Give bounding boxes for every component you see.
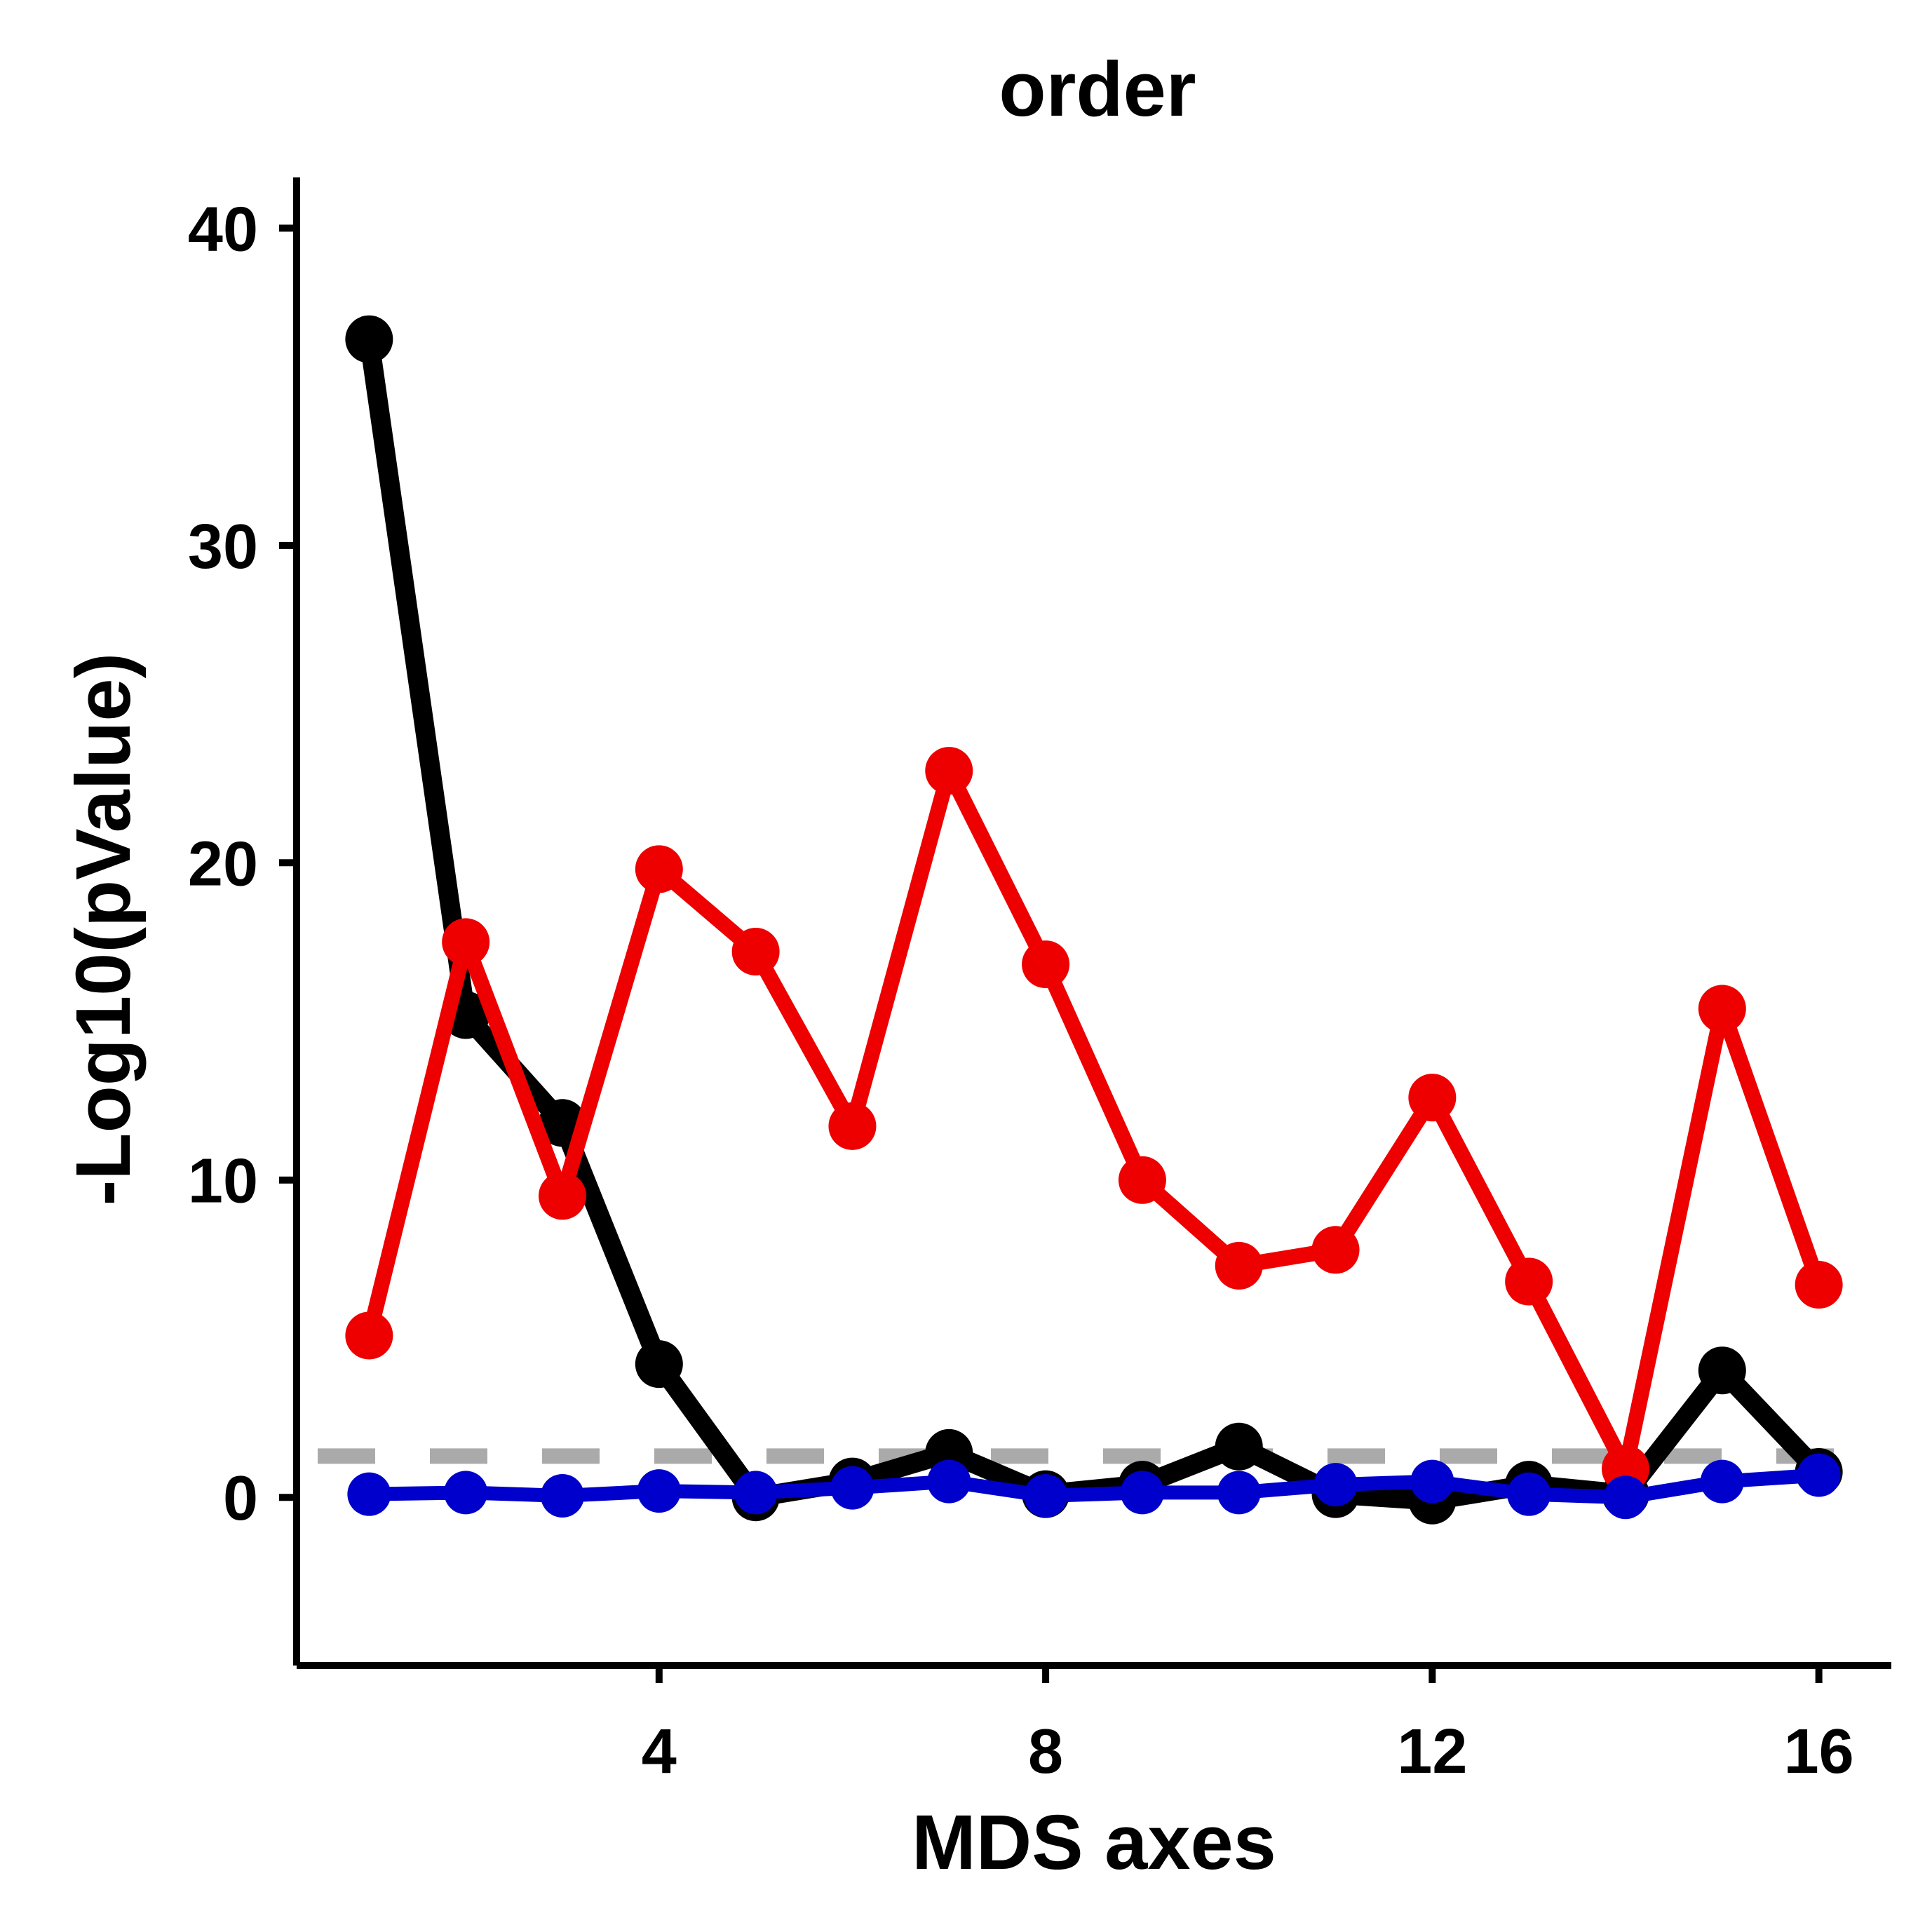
series-line: [359, 337, 1826, 1511]
data-point: [1604, 1475, 1647, 1520]
data-point: [347, 1472, 391, 1516]
data-point: [927, 1459, 971, 1504]
data-point: [442, 918, 490, 966]
x-tick-label: 4: [642, 1717, 677, 1787]
data-point: [1215, 1422, 1263, 1471]
data-point: [1118, 1156, 1166, 1204]
data-point: [1024, 1473, 1068, 1518]
data-point: [539, 1172, 586, 1220]
data-point: [1795, 1261, 1843, 1309]
data-point: [1698, 1346, 1746, 1395]
data-point: [635, 1340, 683, 1389]
data-point: [1022, 940, 1070, 989]
y-tick-label: 40: [188, 194, 258, 264]
data-point: [1797, 1453, 1841, 1497]
data-point: [345, 1311, 393, 1360]
data-point: [1120, 1471, 1164, 1515]
plot-area: [318, 315, 1887, 1525]
y-tick-label: 30: [188, 512, 258, 582]
data-point: [1217, 1471, 1261, 1515]
y-axis-ticks: 0 10 20 30 40: [188, 194, 297, 1534]
data-point: [731, 927, 780, 975]
data-point: [1700, 1459, 1744, 1504]
series-3: [347, 1453, 1841, 1520]
x-tick-label: 12: [1397, 1717, 1467, 1787]
y-tick-label: 20: [188, 829, 258, 899]
series-2: [345, 747, 1843, 1493]
data-point: [1505, 1257, 1553, 1306]
x-axis-ticks: 4 8 12 16: [642, 1666, 1854, 1787]
data-point: [925, 747, 973, 795]
data-point: [828, 1102, 877, 1150]
data-point: [1311, 1226, 1360, 1274]
data-point: [1507, 1472, 1551, 1516]
data-point: [1313, 1463, 1358, 1507]
data-point: [1408, 1074, 1457, 1122]
data-point: [734, 1471, 778, 1515]
data-point: [1410, 1459, 1454, 1504]
data-point: [541, 1473, 584, 1518]
data-point: [637, 1469, 681, 1513]
data-point: [830, 1466, 874, 1510]
series-line: [369, 1468, 1820, 1505]
x-tick-label: 16: [1784, 1717, 1854, 1787]
series-line: [361, 763, 1827, 1477]
y-tick-label: 10: [188, 1147, 258, 1217]
y-tick-label: 0: [223, 1464, 258, 1534]
x-tick-label: 8: [1028, 1717, 1063, 1787]
data-point: [345, 315, 393, 363]
data-point: [1698, 985, 1746, 1033]
chart-title: order: [999, 46, 1196, 133]
data-point: [635, 845, 683, 893]
y-axis-label: -Log10(pValue): [60, 653, 147, 1205]
x-axis-label: MDS axes: [912, 1799, 1276, 1886]
data-point: [1215, 1241, 1263, 1290]
series-1: [345, 315, 1843, 1525]
data-point: [444, 1471, 488, 1515]
